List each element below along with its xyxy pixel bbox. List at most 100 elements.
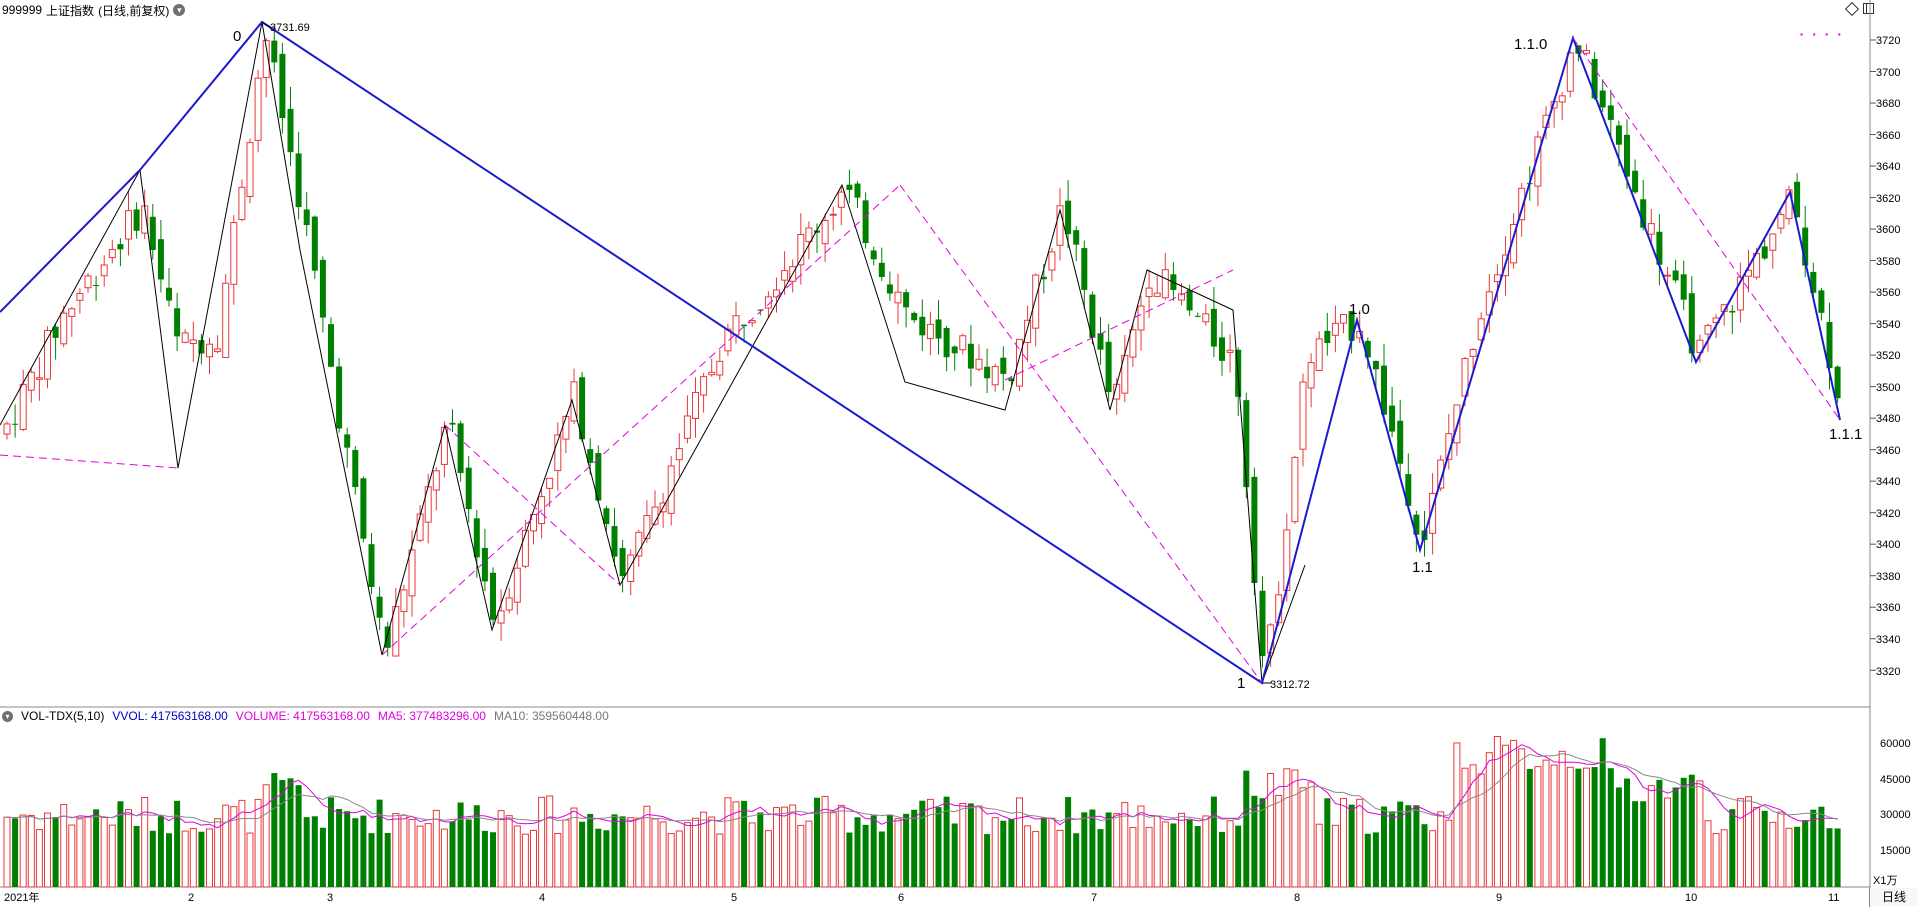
volume-bar bbox=[1802, 820, 1809, 887]
volume-bar bbox=[797, 824, 805, 888]
candle-body bbox=[368, 544, 375, 587]
candle-body bbox=[805, 227, 813, 243]
panel-toggle-icon[interactable] bbox=[1863, 3, 1874, 14]
candle-body bbox=[1251, 476, 1258, 583]
volume-bar bbox=[870, 815, 877, 887]
candle-body bbox=[117, 244, 124, 250]
volume-bar bbox=[1542, 759, 1550, 888]
chevron-down-icon[interactable]: ▾ bbox=[173, 4, 186, 16]
volume-bar bbox=[1534, 766, 1542, 888]
volume-bar bbox=[1291, 769, 1299, 888]
candle-body bbox=[1024, 319, 1032, 344]
candle-body bbox=[1381, 365, 1387, 415]
candle-body bbox=[1032, 274, 1040, 329]
candle-body bbox=[1405, 474, 1412, 506]
candle-body bbox=[27, 371, 35, 391]
volume-bar bbox=[1032, 831, 1040, 888]
candle-body bbox=[781, 270, 789, 281]
candle-body bbox=[814, 230, 820, 233]
candle-body bbox=[1591, 58, 1598, 99]
wave-label-1-0: 1.0 bbox=[1349, 301, 1370, 318]
candle-body bbox=[1315, 338, 1323, 371]
candle-body bbox=[1477, 318, 1485, 341]
chevron-down-icon[interactable]: ▾ bbox=[2, 710, 13, 722]
volume-bar bbox=[894, 818, 902, 888]
candle-body bbox=[497, 610, 505, 624]
candle-body bbox=[1372, 360, 1379, 370]
candle-body bbox=[3, 423, 11, 435]
volume-indicator-title: VOL-TDX(5,10) bbox=[21, 709, 105, 723]
candle-body bbox=[189, 339, 197, 345]
candle-body bbox=[862, 200, 869, 244]
candle-body bbox=[432, 470, 440, 491]
candle-body bbox=[700, 376, 708, 396]
wave-label-0: 0 bbox=[233, 28, 241, 45]
volume-bar bbox=[846, 832, 853, 887]
volume-bar bbox=[1389, 811, 1396, 887]
ma10-value: MA10: 359560448.00 bbox=[493, 709, 609, 723]
candle-body bbox=[174, 308, 181, 337]
candle-body bbox=[757, 309, 764, 311]
candle-body bbox=[919, 316, 926, 336]
candle-body bbox=[1186, 289, 1193, 311]
candle-body bbox=[1810, 271, 1817, 293]
volume-bar bbox=[570, 807, 578, 888]
high-value-label: 3731.69 bbox=[270, 22, 310, 34]
wave-label-1-1-0: 1.1.0 bbox=[1514, 36, 1547, 53]
candle-body bbox=[1219, 337, 1225, 361]
volume-bar bbox=[481, 830, 488, 887]
volume-bar bbox=[1615, 787, 1622, 887]
volume-bar bbox=[473, 805, 480, 887]
volume-bar bbox=[837, 804, 845, 888]
volume-bar bbox=[1736, 798, 1744, 888]
candle-body bbox=[1826, 322, 1833, 369]
volume-bar bbox=[125, 809, 132, 888]
volume-bar bbox=[1331, 824, 1339, 888]
chart-tools bbox=[1844, 1, 1874, 16]
candle-body bbox=[521, 530, 529, 567]
candle-body bbox=[530, 513, 537, 532]
wave-label-1-1-1: 1.1.1 bbox=[1829, 426, 1862, 443]
volume-bar bbox=[1558, 750, 1566, 888]
price-tick: 3440 bbox=[1876, 476, 1900, 488]
month-label: 2 bbox=[188, 892, 194, 904]
volume-bar bbox=[392, 813, 400, 888]
candle-body bbox=[246, 142, 254, 198]
candle-body bbox=[303, 209, 310, 226]
volume-bar bbox=[465, 819, 472, 887]
candle-body bbox=[1777, 214, 1785, 229]
candle-body bbox=[967, 343, 974, 369]
volume-bar bbox=[1202, 815, 1210, 888]
candle-body bbox=[68, 308, 76, 317]
volume-bar bbox=[400, 814, 408, 888]
volume-bar bbox=[1153, 815, 1161, 888]
candle-body bbox=[1615, 125, 1622, 145]
candle-body bbox=[1729, 310, 1736, 313]
candle-body bbox=[643, 515, 651, 539]
volume-bar bbox=[1121, 802, 1129, 888]
volume-bar bbox=[1599, 738, 1606, 887]
volume-bar bbox=[1008, 818, 1015, 887]
stock-code: 999999 bbox=[2, 3, 43, 17]
volume-bar bbox=[1356, 798, 1364, 888]
volume-bar bbox=[700, 811, 708, 888]
period-button[interactable]: 日线 bbox=[1869, 888, 1918, 906]
candle-body bbox=[741, 324, 748, 327]
volume-bar bbox=[1810, 809, 1817, 887]
volume-bar bbox=[12, 818, 19, 887]
volume-bar bbox=[84, 816, 92, 888]
volume-bar bbox=[1226, 820, 1234, 888]
volume-bar bbox=[862, 824, 869, 887]
candle-body bbox=[238, 186, 246, 220]
candle-body bbox=[1429, 492, 1437, 534]
volume-bar bbox=[732, 801, 740, 888]
candle-body bbox=[959, 335, 967, 351]
volume-bar bbox=[513, 825, 521, 888]
volume-bar bbox=[52, 817, 59, 887]
volume-bar bbox=[1048, 817, 1056, 888]
chart-mode: (日线,前复权) bbox=[98, 3, 170, 18]
volume-bar bbox=[1219, 831, 1225, 887]
candle-body bbox=[692, 391, 699, 419]
volume-bar bbox=[1372, 832, 1379, 887]
